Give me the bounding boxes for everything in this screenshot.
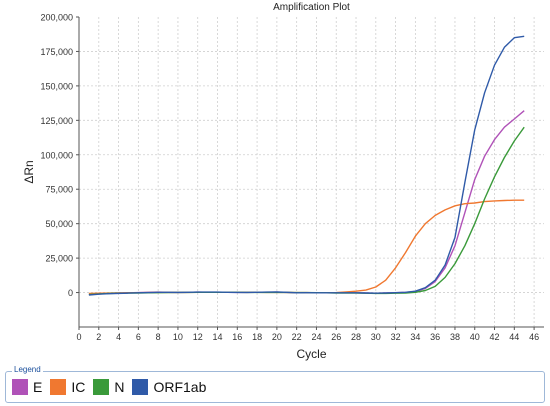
legend-swatch-n xyxy=(93,379,110,395)
legend-item-e[interactable]: E xyxy=(12,379,42,395)
chart-title: Amplification Plot xyxy=(273,2,350,13)
x-tick-label: 46 xyxy=(529,332,539,342)
legend-swatch-orf1ab xyxy=(132,379,149,395)
x-tick-label: 38 xyxy=(450,332,460,342)
x-tick-label: 40 xyxy=(470,332,480,342)
x-tick-label: 32 xyxy=(391,332,401,342)
series-line-orf1ab xyxy=(88,35,525,296)
legend-label-orf1ab: ORF1ab xyxy=(153,379,207,395)
x-tick-label: 12 xyxy=(193,332,203,342)
y-tick-label: 75,000 xyxy=(45,185,73,195)
legend-box: Legend E IC N ORF1ab xyxy=(5,365,545,403)
x-tick-label: 4 xyxy=(116,332,121,342)
x-tick-label: 28 xyxy=(351,332,361,342)
x-axis-title: Cycle xyxy=(296,347,326,361)
y-tick-label: 125,000 xyxy=(40,116,73,126)
x-tick-label: 20 xyxy=(272,332,282,342)
x-tick-label: 8 xyxy=(156,332,161,342)
x-tick-label: 10 xyxy=(173,332,183,342)
legend-label-ic: IC xyxy=(71,379,86,395)
legend-item-orf1ab[interactable]: ORF1ab xyxy=(132,379,206,395)
legend-title: Legend xyxy=(12,365,43,374)
y-tick-label: 150,000 xyxy=(40,81,73,91)
legend-label-e: E xyxy=(33,379,43,395)
x-tick-label: 22 xyxy=(292,332,302,342)
x-tick-label: 18 xyxy=(252,332,262,342)
x-tick-label: 44 xyxy=(509,332,519,342)
y-tick-label: 50,000 xyxy=(45,219,73,229)
amplification-chart: 0 2 4 6 8 10 12 14 16 18 20 22 24 26 28 30 32 34 36 38 40 42 4… xyxy=(22,2,544,361)
x-tick-label: 34 xyxy=(410,332,420,342)
plot-area xyxy=(79,17,544,327)
y-tick-label: 25,000 xyxy=(45,254,73,264)
x-tick-label: 6 xyxy=(136,332,141,342)
y-tick-label: 0 xyxy=(68,288,73,298)
legend-swatch-ic xyxy=(50,379,67,395)
x-tick-label: 0 xyxy=(76,332,81,342)
x-tick-label: 24 xyxy=(311,332,321,342)
x-tick-label: 42 xyxy=(490,332,500,342)
legend-item-n[interactable]: N xyxy=(93,379,124,395)
x-tick-label: 2 xyxy=(96,332,101,342)
x-tick-label: 16 xyxy=(232,332,242,342)
y-tick-label: 200,000 xyxy=(40,13,73,23)
y-axis-title: ΔRn xyxy=(22,160,36,183)
x-tick-label: 26 xyxy=(331,332,341,342)
legend-swatch-e xyxy=(12,379,28,395)
legend-items: E IC N ORF1ab xyxy=(12,379,214,395)
legend-item-ic[interactable]: IC xyxy=(50,379,85,395)
chart-svg: 0 2 4 6 8 10 12 14 16 18 20 22 24 26 28 30 32 34 36 38 40 42 4… xyxy=(22,2,544,361)
x-tick-label: 14 xyxy=(213,332,223,342)
x-tick-label: 30 xyxy=(371,332,381,342)
legend-label-n: N xyxy=(114,379,125,395)
x-tick-label: 36 xyxy=(430,332,440,342)
y-tick-label: 100,000 xyxy=(40,150,73,160)
y-tick-label: 175,000 xyxy=(40,47,73,57)
